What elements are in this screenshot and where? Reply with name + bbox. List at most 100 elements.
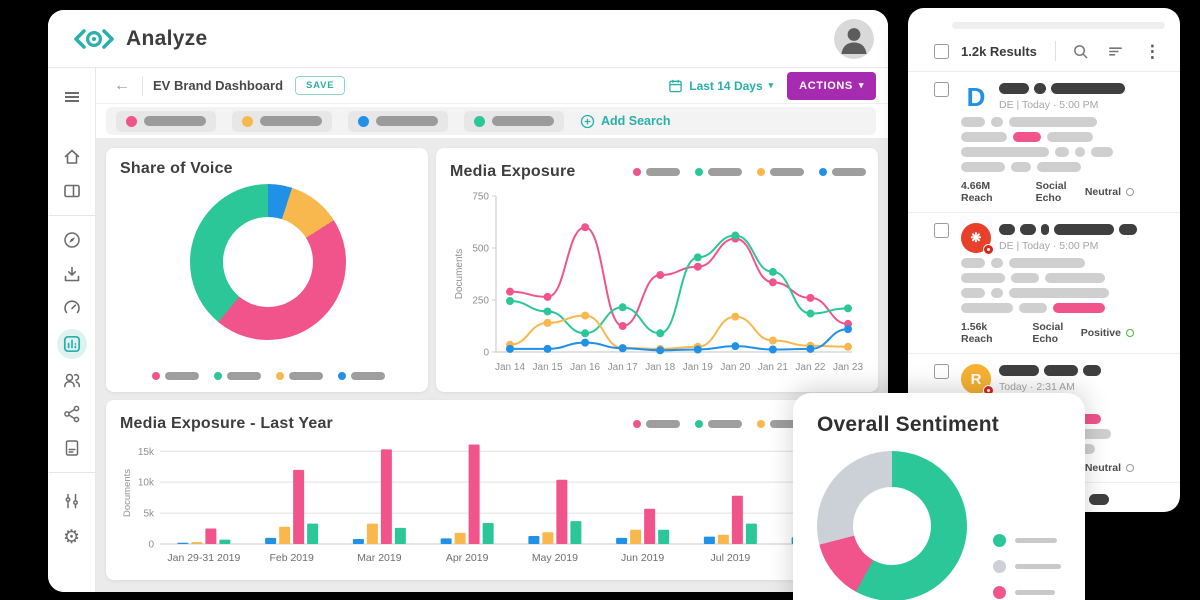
reach-value: 4.66M Reach [961, 180, 993, 204]
legend-item[interactable] [757, 420, 804, 428]
app-topbar: Analyze [48, 10, 888, 68]
result-checkbox[interactable] [934, 364, 949, 379]
social-echo-label[interactable]: Social Echo [1032, 321, 1064, 345]
legend-item[interactable] [695, 420, 742, 428]
actions-button[interactable]: ACTIONS ▾ [787, 71, 876, 100]
sentiment-legend-item[interactable] [993, 586, 1061, 599]
sidebar-item-share[interactable] [57, 399, 87, 429]
result-title-redacted [999, 82, 1125, 95]
search-icon[interactable] [1072, 43, 1089, 60]
legend-dot [819, 168, 827, 176]
svg-text:Jan 20: Jan 20 [720, 362, 750, 373]
result-body-row [961, 147, 1134, 157]
legend-item[interactable] [633, 168, 680, 176]
sidebar-item-monitor[interactable] [57, 293, 87, 323]
select-all-checkbox[interactable] [934, 43, 949, 59]
analyze-eye-icon [74, 28, 114, 49]
sort-icon[interactable] [1107, 43, 1124, 60]
redacted-text-bar [1009, 117, 1097, 127]
sentiment-badge[interactable]: Neutral [1085, 462, 1134, 474]
legend-dot [993, 534, 1006, 547]
dashboard-content: ← EV Brand Dashboard SAVE Last 14 Days ▾… [96, 68, 888, 592]
legend-redacted-label [646, 420, 680, 428]
social-echo-label[interactable]: Social Echo [1035, 180, 1067, 204]
sentiment-state-icon [1126, 464, 1134, 472]
search-pill-color-dot [358, 115, 369, 127]
date-range-label: Last 14 Days [689, 78, 763, 93]
sidebar-item-analyze[interactable] [56, 329, 87, 359]
add-search-button[interactable]: Add Search [580, 114, 670, 129]
legend-item[interactable] [275, 372, 323, 380]
result-checkbox[interactable] [934, 82, 949, 97]
media-exposure-line-chart[interactable]: 0 250 500 750 Jan 14 Jan 15 Jan 16 Jan 17 Jan 18… [450, 184, 866, 378]
redacted-text-bar [991, 117, 1003, 127]
sidebar-item-explore[interactable] [57, 225, 87, 255]
legend-dot [213, 372, 222, 380]
sentiment-badge[interactable]: Positive [1081, 327, 1134, 339]
redacted-text-bar [961, 273, 1005, 283]
source-logo-icon: R [961, 364, 994, 396]
media-exposure-bar-chart[interactable]: Documents 0 5k 10k 15k Jan 29-31 2019 Feb 2019… [120, 436, 868, 568]
source-logo-icon: D [966, 81, 986, 112]
sidebar-item-boards[interactable] [57, 176, 87, 206]
legend-item[interactable] [757, 168, 804, 176]
search-pill[interactable] [348, 110, 448, 132]
legend-dot [337, 372, 346, 380]
result-footer: 1.56k Reach Social Echo Positive [961, 321, 1134, 345]
svg-text:Documents: Documents [122, 469, 133, 517]
result-list-item[interactable]: D DE | Today · 5:00 PM 4.66M Reach Social E… [908, 72, 1180, 213]
overall-sentiment-card: Overall Sentiment [793, 393, 1085, 600]
legend-dot [757, 420, 765, 428]
redacted-text-bar [961, 258, 985, 268]
search-pill[interactable] [464, 110, 564, 132]
panel-scroll-strip [952, 22, 1165, 29]
legend-item[interactable] [695, 168, 742, 176]
menu-icon[interactable] [57, 82, 87, 112]
legend-item[interactable] [213, 372, 261, 380]
redacted-title-bar [1044, 365, 1078, 376]
overall-sentiment-donut[interactable] [817, 451, 967, 600]
kebab-menu-icon[interactable]: ⋮ [1143, 41, 1161, 61]
result-list-item[interactable]: ❋ DE | Today · 5:00 PM 1.56k Reach Social E… [908, 213, 1180, 354]
redacted-title-bar [1041, 224, 1049, 235]
donut-hole [853, 487, 931, 565]
source-logo-icon: ❋ [961, 223, 994, 255]
sidebar-item-preferences[interactable] [57, 486, 87, 516]
redacted-text-bar [1011, 162, 1031, 172]
media-exposure-year-card: Media Exposure - Last Year Documents 0 5k 1… [106, 400, 878, 580]
redacted-text-bar [1037, 162, 1081, 172]
sidebar-item-inbox[interactable] [57, 259, 87, 289]
result-meta: Today · 2:31 AM [999, 381, 1075, 393]
legend-item[interactable] [633, 420, 680, 428]
search-pill[interactable] [116, 110, 216, 132]
result-content: D DE | Today · 5:00 PM 4.66M Reach Social E… [961, 82, 1134, 204]
user-avatar[interactable] [834, 18, 874, 59]
svg-text:May 2019: May 2019 [532, 552, 578, 564]
svg-text:Jan 21: Jan 21 [758, 362, 788, 373]
legend-redacted-label [770, 420, 804, 428]
legend-item[interactable] [151, 372, 199, 380]
sidebar-item-reports[interactable] [57, 433, 87, 463]
search-pill[interactable] [232, 110, 332, 132]
sentiment-legend-item[interactable] [993, 534, 1061, 547]
result-body-row [961, 303, 1134, 313]
result-body-row [961, 132, 1134, 142]
legend-item[interactable] [337, 372, 385, 380]
back-button[interactable]: ← [114, 76, 130, 94]
sentiment-legend-item[interactable] [993, 560, 1061, 573]
actions-label: ACTIONS [799, 79, 853, 92]
brand-logo[interactable]: Analyze [72, 27, 207, 51]
result-checkbox[interactable] [934, 223, 949, 238]
redacted-text-bar [961, 303, 1013, 313]
date-range-picker[interactable]: Last 14 Days ▾ [668, 78, 773, 93]
sentiment-badge[interactable]: Neutral [1085, 186, 1134, 198]
legend-item[interactable] [819, 168, 866, 176]
sidebar-item-settings[interactable]: ⚙ [57, 522, 87, 552]
sidebar-item-home[interactable] [57, 142, 87, 172]
reach-value: 1.56k Reach [961, 321, 993, 345]
sidebar-item-audience[interactable] [57, 365, 87, 395]
share-of-voice-donut[interactable] [190, 184, 346, 340]
save-button[interactable]: SAVE [295, 76, 346, 95]
legend-redacted-label [770, 168, 804, 176]
